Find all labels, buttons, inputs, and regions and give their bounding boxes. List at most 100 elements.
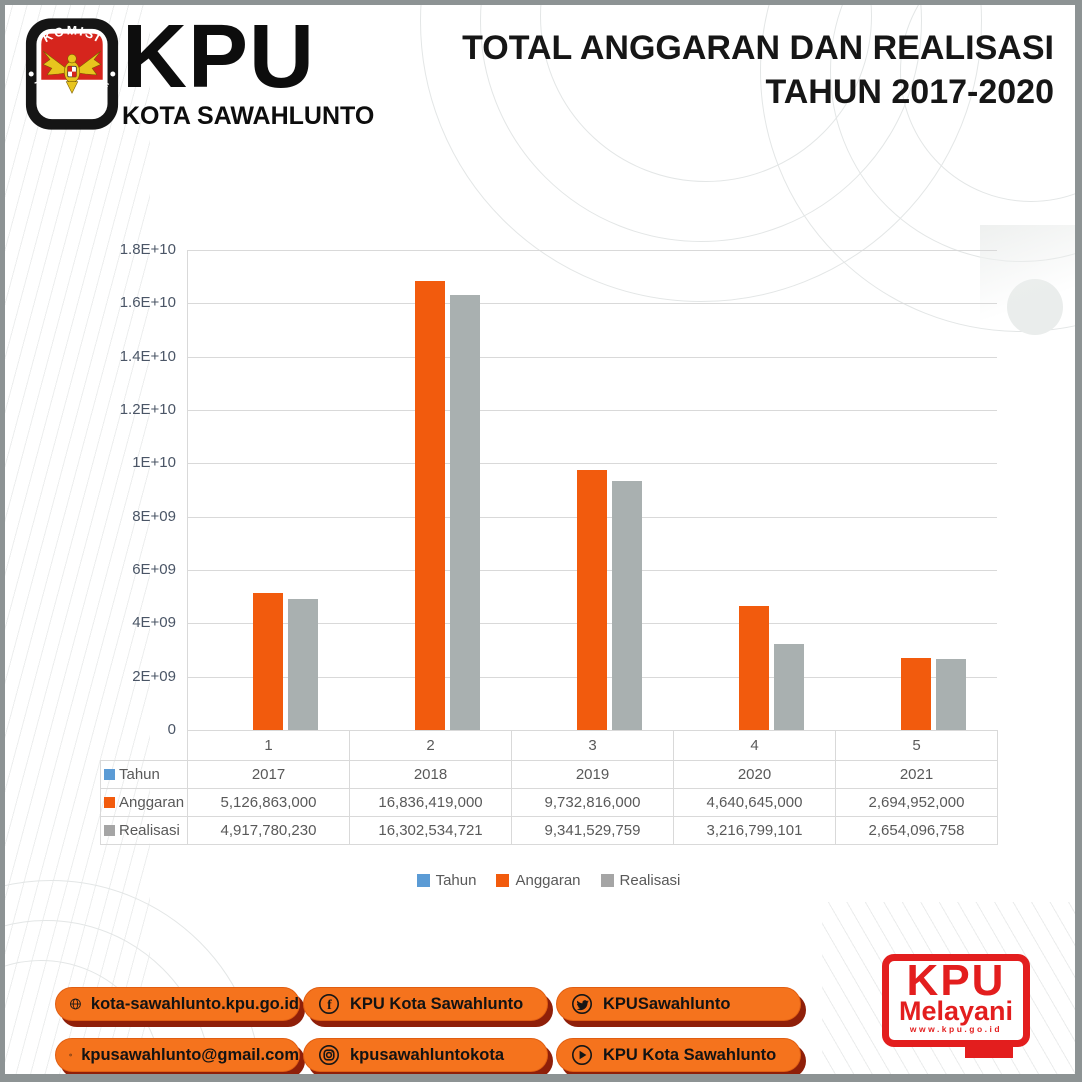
facebook-button[interactable]: f KPU Kota Sawahlunto: [303, 987, 548, 1021]
y-axis-tick-label: 0: [167, 721, 176, 738]
page-title-line2: TAHUN 2017-2020: [765, 73, 1054, 112]
series-key-swatch: [104, 769, 115, 780]
button-label: KPU Kota Sawahlunto: [350, 994, 524, 1013]
y-axis-tick-label: 4E+09: [132, 614, 176, 632]
youtube-button[interactable]: KPU Kota Sawahlunto: [556, 1038, 801, 1072]
legend-label: Realisasi: [619, 872, 681, 889]
email-icon: [69, 1053, 72, 1057]
table-row: Tahun 2017 2018 2019 2020 2021: [100, 760, 998, 789]
legend-swatch: [416, 874, 430, 887]
table-column-header: 2: [349, 730, 512, 761]
table-row-label: Tahun: [100, 760, 188, 789]
table-cell: 3,216,799,101: [673, 816, 836, 845]
email-button[interactable]: kpusawahlunto@gmail.com: [55, 1038, 300, 1072]
table-row: Anggaran 5,126,863,000 16,836,419,000 9,732…: [100, 788, 998, 817]
table-cell: 2,694,952,000: [835, 788, 998, 817]
table-column-header: 4: [673, 730, 836, 761]
table-cell: 9,732,816,000: [511, 788, 674, 817]
instagram-icon: [319, 1045, 339, 1065]
button-label: kpusawahlunto@gmail.com: [81, 1045, 299, 1064]
website-button[interactable]: kota-sawahlunto.kpu.go.id: [55, 987, 300, 1021]
table-row: Realisasi 4,917,780,230 16,302,534,721 9,34…: [100, 816, 998, 845]
data-table-grid: 1 2 3 4 5 Tahun 2017 2018 2019 2020 2021 Anggaran 5,…: [100, 730, 998, 845]
bar-realisasi-cat4: [774, 644, 804, 730]
bar-realisasi-cat2: [450, 295, 480, 730]
table-cell: 2018: [349, 760, 512, 789]
table-cell: 4,640,645,000: [673, 788, 836, 817]
frame-left: [0, 0, 5, 1082]
button-label: KPU Kota Sawahlunto: [603, 1045, 777, 1064]
table-cell: 2019: [511, 760, 674, 789]
series-key-swatch: [104, 797, 115, 808]
bar-realisasi-cat1: [288, 598, 318, 730]
chart-gridline: [187, 250, 997, 251]
table-row-label: Realisasi: [100, 816, 188, 845]
table-cell: 2017: [187, 760, 350, 789]
bar-anggaran-cat5: [901, 658, 931, 730]
table-cell: 2,654,096,758: [835, 816, 998, 845]
button-label: KPUSawahlunto: [603, 994, 731, 1013]
bar-realisasi-cat5: [936, 659, 966, 730]
twitter-icon: [572, 994, 592, 1014]
table-cell: 4,917,780,230: [187, 816, 350, 845]
table-cell: 16,302,534,721: [349, 816, 512, 845]
table-corner-cell: [100, 730, 188, 761]
y-axis-tick-label: 1.6E+10: [119, 294, 176, 312]
org-short-name: KPU: [122, 7, 316, 107]
frame-top: [0, 0, 1082, 5]
instagram-button[interactable]: kpusawahluntokota: [303, 1038, 548, 1072]
globe-icon: [70, 998, 81, 1010]
legend-label: Anggaran: [515, 872, 581, 889]
table-cell: 9,341,529,759: [511, 816, 674, 845]
kpu-emblem-logo: KOMISI PEMILIHAN UMUM: [25, 18, 119, 130]
legend-item-anggaran: Anggaran: [496, 872, 581, 889]
y-axis-line: [187, 250, 188, 730]
frame-bottom: [0, 1074, 1082, 1082]
legend-item-realisasi: Realisasi: [600, 872, 681, 889]
badge-tail: [965, 1046, 1013, 1058]
page-title-line1: TOTAL ANGGARAN DAN REALISASI: [462, 29, 1054, 67]
kpu-melayani-badge: KPU Melayani www.kpu.go.id: [882, 954, 1030, 1058]
button-label: kpusawahluntokota: [350, 1045, 505, 1064]
bar-anggaran-cat3: [577, 470, 607, 730]
badge-kpu-text: KPU: [906, 956, 1006, 1005]
y-axis-tick-label: 1.8E+10: [119, 241, 176, 258]
data-table: 1 2 3 4 5 Tahun 2017 2018 2019 2020 2021 Anggaran 5,…: [100, 730, 998, 845]
legend-label: Tahun: [435, 872, 477, 889]
page-title: TOTAL ANGGARAN DAN REALISASI TAHUN 2017-…: [462, 26, 1054, 114]
table-column-header: 1: [187, 730, 350, 761]
y-axis-tick-label: 6E+09: [132, 561, 176, 578]
org-unit-name: KOTA SAWAHLUNTO: [122, 101, 375, 130]
bar-anggaran-cat4: [739, 606, 769, 730]
table-column-header: 5: [835, 730, 998, 761]
table-cell: 2020: [673, 760, 836, 789]
legend-swatch: [600, 874, 614, 887]
table-column-header: 3: [511, 730, 674, 761]
table-cell: 2021: [835, 760, 998, 789]
frame-right: [1075, 0, 1082, 1082]
table-cell: 5,126,863,000: [187, 788, 350, 817]
y-axis-tick-label: 1.4E+10: [119, 347, 176, 365]
svg-text:f: f: [327, 998, 332, 1013]
chart-gridline: [187, 303, 997, 305]
bar-anggaran-cat1: [253, 593, 283, 730]
y-axis-tick-label: 8E+09: [132, 507, 176, 525]
chart-gridline: [187, 463, 997, 465]
table-row-label: Anggaran: [100, 788, 188, 817]
badge-melayani-text: Melayani: [898, 995, 1014, 1026]
y-axis-tick-label: 1E+10: [132, 454, 176, 472]
youtube-icon: [572, 1045, 592, 1065]
twitter-button[interactable]: KPUSawahlunto: [556, 987, 801, 1021]
legend-swatch: [496, 874, 510, 887]
chart-gridline: [187, 356, 997, 358]
y-axis-tick-label: 2E+09: [132, 667, 176, 685]
chart-legend: Tahun Anggaran Realisasi: [100, 872, 997, 889]
bar-realisasi-cat3: [612, 480, 642, 730]
legend-item-tahun: Tahun: [416, 872, 477, 889]
button-label: kota-sawahlunto.kpu.go.id: [90, 994, 299, 1013]
y-axis-tick-label: 1.2E+10: [119, 401, 176, 418]
bar-anggaran-cat2: [415, 281, 445, 730]
